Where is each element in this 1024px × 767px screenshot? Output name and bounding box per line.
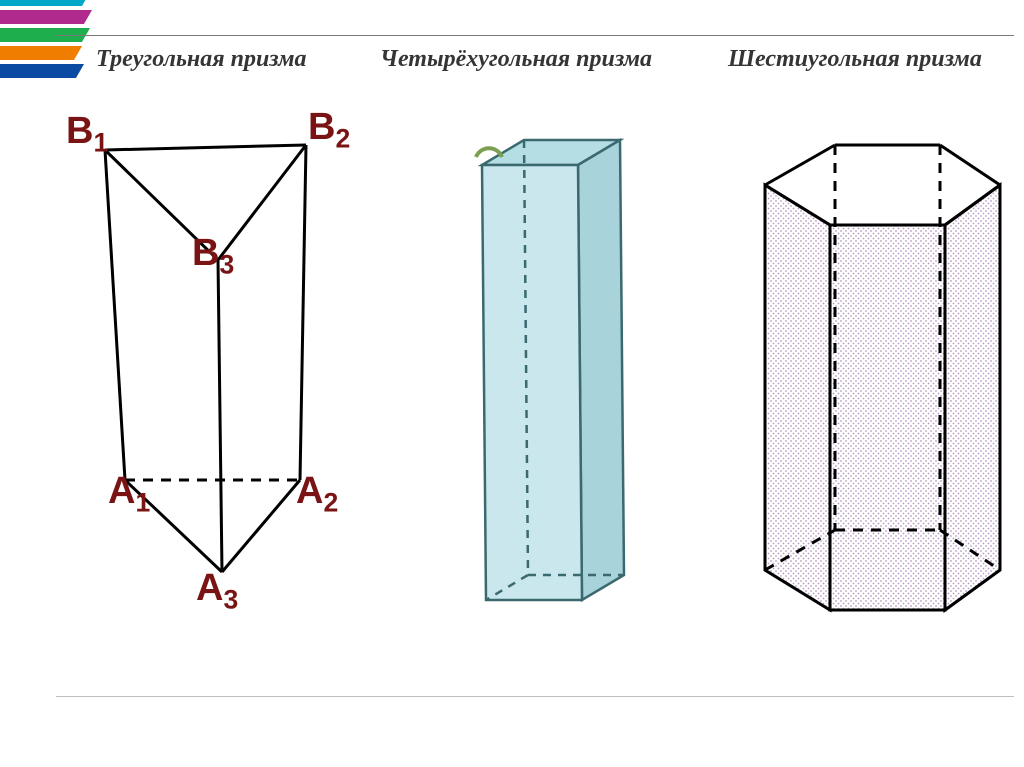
figure-root: { "background_color": "#ffffff", "frame_… [0, 0, 1024, 767]
hexagonal-prism [0, 0, 1024, 720]
